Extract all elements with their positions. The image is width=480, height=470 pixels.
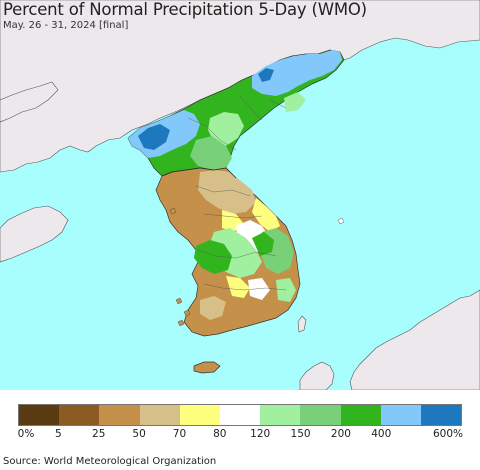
nk-light-green-patch — [208, 112, 244, 146]
precipitation-map — [0, 0, 480, 390]
legend-swatch — [420, 405, 462, 425]
legend-swatch — [219, 405, 261, 425]
legend-swatch — [300, 405, 341, 425]
legend-label: 400 — [371, 428, 392, 440]
legend-label: 150 — [290, 428, 311, 440]
legend-swatch — [340, 405, 381, 425]
nk-dark-blue-northeast — [258, 68, 274, 82]
map-subtitle: May. 26 - 31, 2024 [final] — [3, 20, 129, 31]
nk-dark-blue-west — [138, 124, 170, 150]
sk-dark-green-east — [252, 232, 274, 256]
sk-dark-green-west — [194, 240, 232, 274]
dmz-border — [161, 167, 237, 179]
japan-tsushima — [297, 315, 307, 333]
jeju-island — [193, 361, 221, 374]
map-title: Percent of Normal Precipitation 5-Day (W… — [3, 0, 367, 19]
source-credit: Source: World Meteorological Organizatio… — [3, 456, 217, 467]
japan-kyushu — [299, 361, 335, 390]
legend-label: 120 — [250, 428, 271, 440]
legend-swatch — [380, 405, 421, 425]
sk-tan-south — [200, 296, 226, 320]
legend-swatch — [179, 405, 220, 425]
province-boundaries — [187, 95, 287, 291]
legend-label: 25 — [92, 428, 106, 440]
nk-mid-green-patch — [190, 136, 232, 170]
legend-label: 70 — [172, 428, 187, 440]
shandong-peninsula — [0, 205, 69, 263]
legend-label: 5 — [55, 428, 62, 440]
legend-swatch — [260, 405, 301, 425]
sk-tan-north — [198, 170, 256, 214]
legend-label: 200 — [330, 428, 351, 440]
legend-label: 600% — [432, 428, 464, 440]
legend-swatch — [139, 405, 180, 425]
legend-color-bar — [18, 404, 462, 426]
legend-swatch — [59, 405, 100, 425]
japan-honshu — [349, 289, 480, 390]
sk-yellow-east — [252, 198, 280, 232]
west-coast-islands — [169, 207, 191, 327]
legend-label: 50 — [132, 428, 146, 440]
legend-swatch — [99, 405, 140, 425]
legend-swatch — [19, 405, 60, 425]
legend-label: 80 — [213, 428, 227, 440]
legend-label: 0% — [17, 428, 35, 440]
sk-yellow-south — [226, 276, 250, 298]
ulleungdo-island — [337, 217, 345, 225]
liaodong-peninsula — [0, 81, 59, 123]
sk-white-south — [248, 278, 270, 300]
legend: 0% 5 25 50 70 80 120 150 200 400 600% Source: Worl… — [0, 390, 480, 470]
nk-light-blue-northeast — [252, 50, 342, 96]
legend-labels: 0% 5 25 50 70 80 120 150 200 400 600% — [0, 428, 480, 442]
nk-light-green-east — [284, 92, 306, 112]
